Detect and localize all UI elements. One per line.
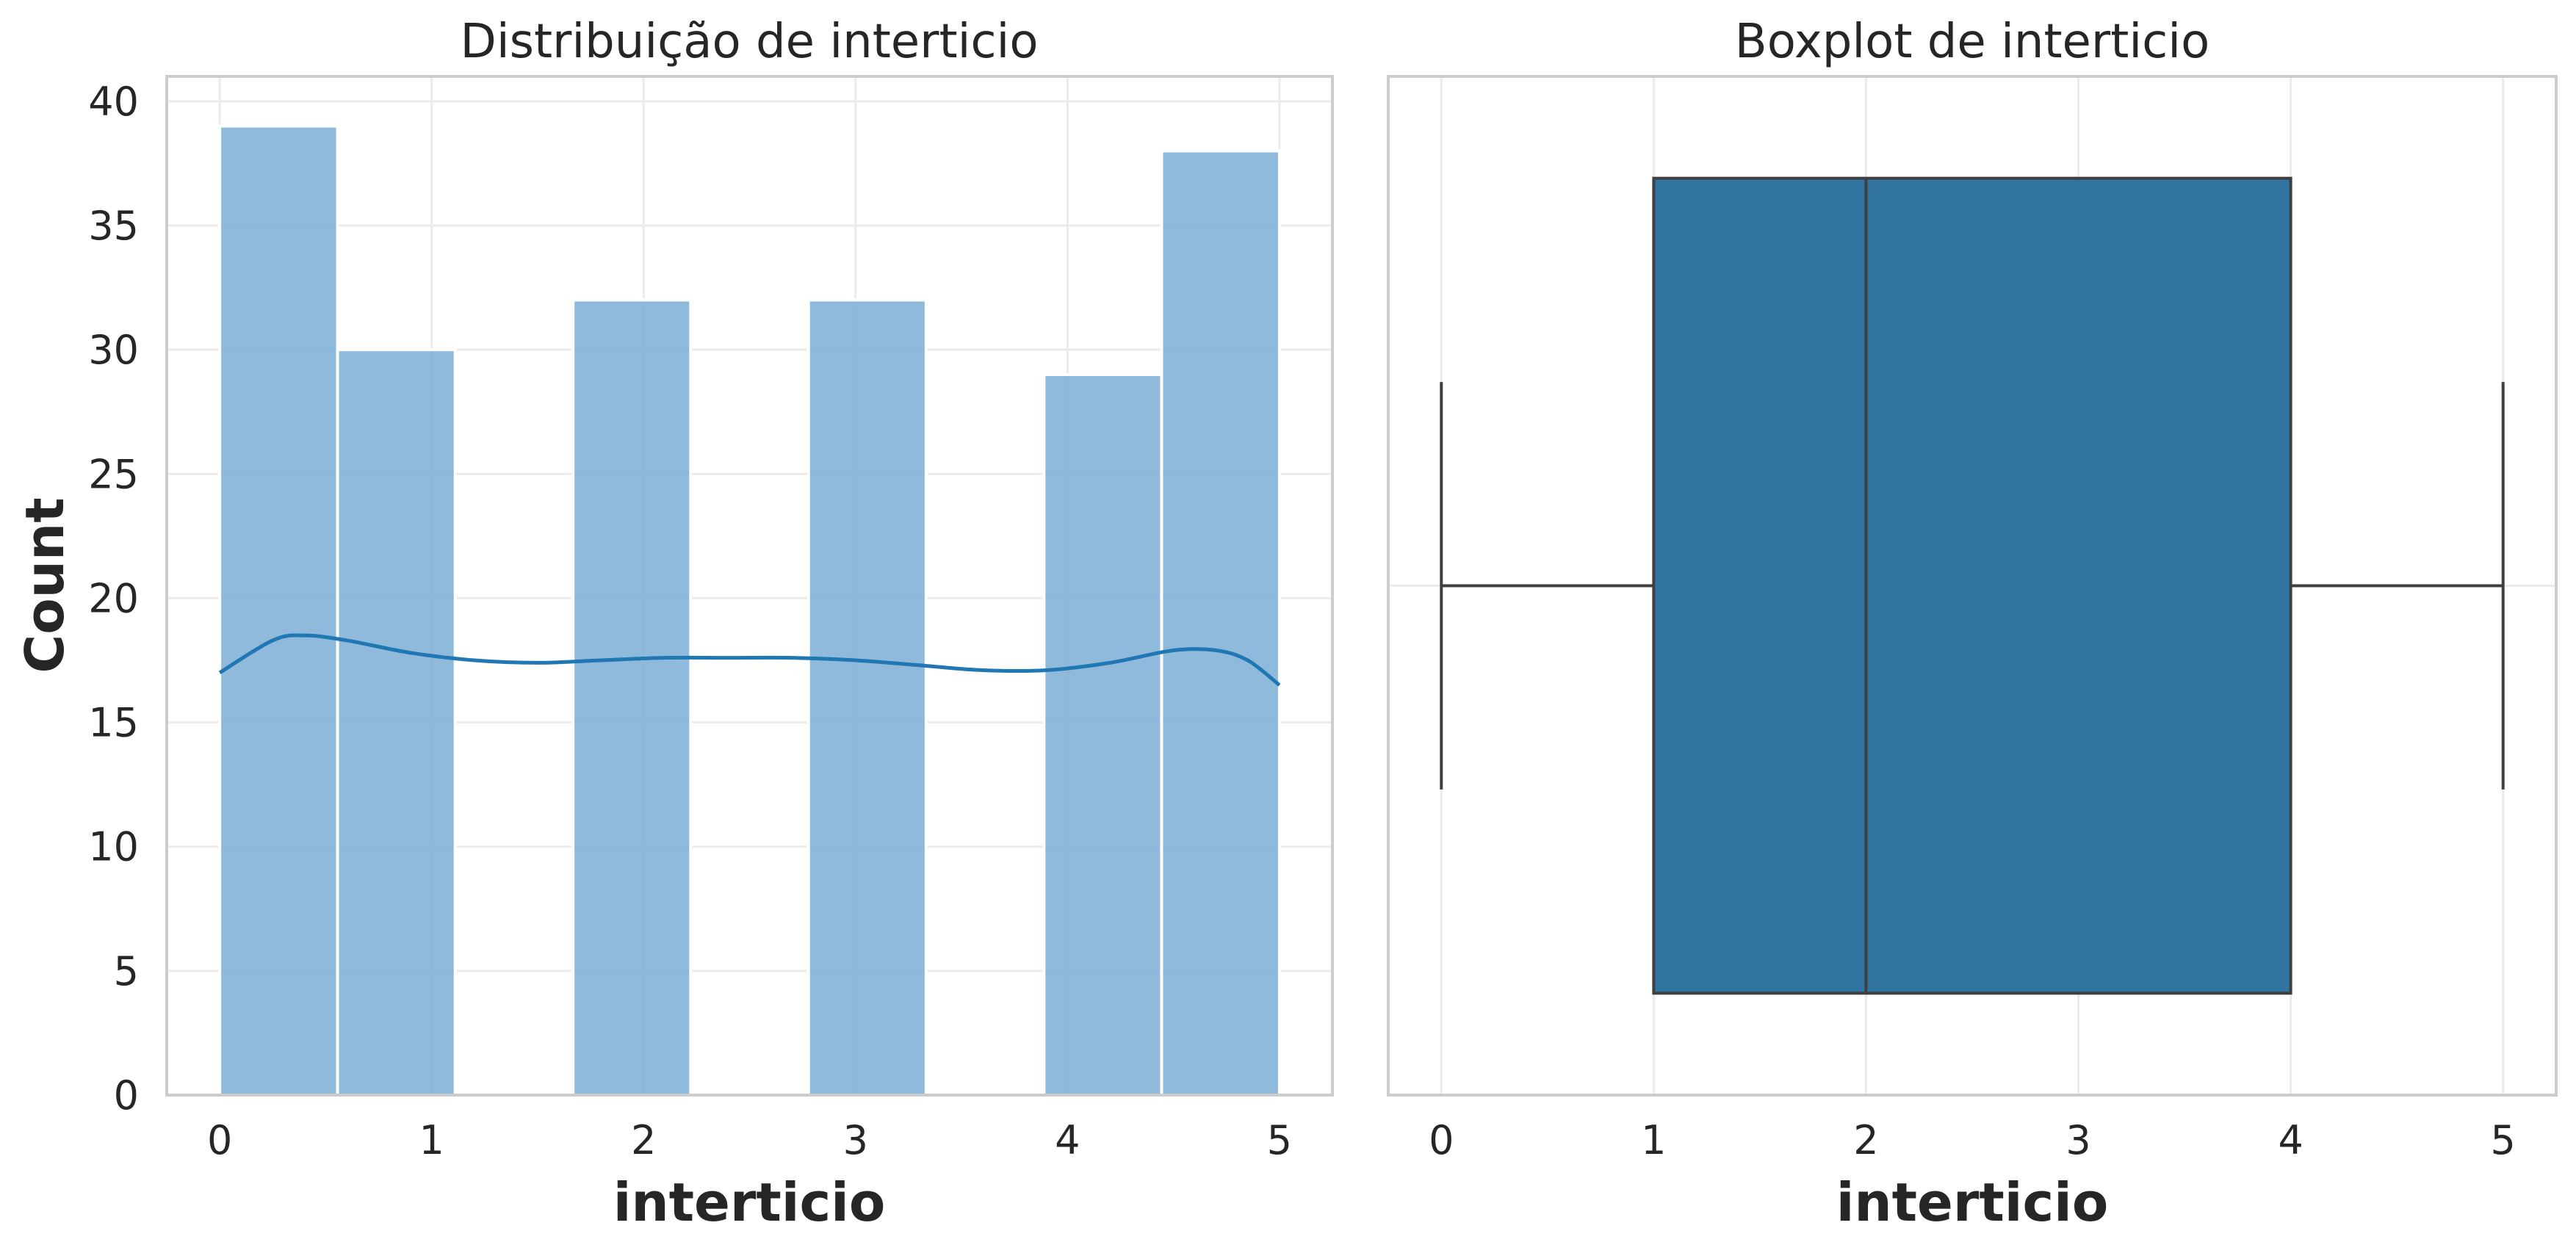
x-tick-label: 4 [1055, 1117, 1080, 1163]
histogram-title: Distribuição de interticio [461, 15, 1039, 69]
y-tick-label: 20 [88, 575, 139, 621]
x-tick-label: 3 [2066, 1117, 2090, 1163]
histogram-bar [1160, 149, 1281, 1097]
x-tick-label: 0 [207, 1117, 232, 1163]
boxplot-spines [1387, 75, 2558, 1097]
boxplot-title: Boxplot de interticio [1735, 15, 2209, 69]
box-iqr [1652, 176, 2292, 995]
histogram-panel: 0 1 2 3 4 5 0 5 10 15 20 25 30 35 40 Distribuição de … [14, 15, 1334, 1233]
y-tick-label: 40 [88, 79, 139, 125]
histogram-y-ticks: 0 5 10 15 20 25 30 35 40 [88, 79, 139, 1119]
y-tick-label: 0 [114, 1072, 139, 1119]
y-tick-label: 25 [88, 451, 139, 497]
x-tick-label: 0 [1429, 1117, 1454, 1163]
boxplot-x-ticks: 0 1 2 3 4 5 [1429, 1117, 2516, 1163]
x-tick-label: 3 [843, 1117, 868, 1163]
histogram-x-ticks: 0 1 2 3 4 5 [207, 1117, 1292, 1163]
histogram-spines [165, 75, 1334, 1097]
kde-line [218, 633, 1281, 687]
y-tick-label: 10 [88, 824, 139, 870]
histogram-x-label: interticio [613, 1171, 886, 1233]
x-tick-label: 1 [1641, 1117, 1666, 1163]
boxplot [1440, 176, 2505, 995]
boxplot-panel: 0 1 2 3 4 5 Boxplot de interticio interticio [1387, 15, 2558, 1233]
histogram-bar [336, 348, 457, 1097]
x-tick-label: 2 [1853, 1117, 1878, 1163]
x-tick-label: 5 [2491, 1117, 2516, 1163]
y-tick-label: 35 [88, 203, 139, 249]
x-tick-label: 4 [2278, 1117, 2303, 1163]
y-tick-label: 30 [88, 327, 139, 373]
histogram-bar [807, 298, 928, 1097]
histogram-bar [1042, 372, 1163, 1097]
histogram-bars [218, 124, 1281, 1097]
boxplot-x-label: interticio [1836, 1171, 2109, 1233]
histogram-y-label: Count [14, 497, 76, 673]
y-tick-label: 5 [114, 948, 139, 994]
y-tick-label: 15 [88, 700, 139, 746]
histogram-bar [571, 298, 693, 1097]
x-tick-label: 5 [1267, 1117, 1292, 1163]
histogram-bar [218, 124, 339, 1097]
x-tick-label: 2 [631, 1117, 656, 1163]
x-tick-label: 1 [419, 1117, 444, 1163]
